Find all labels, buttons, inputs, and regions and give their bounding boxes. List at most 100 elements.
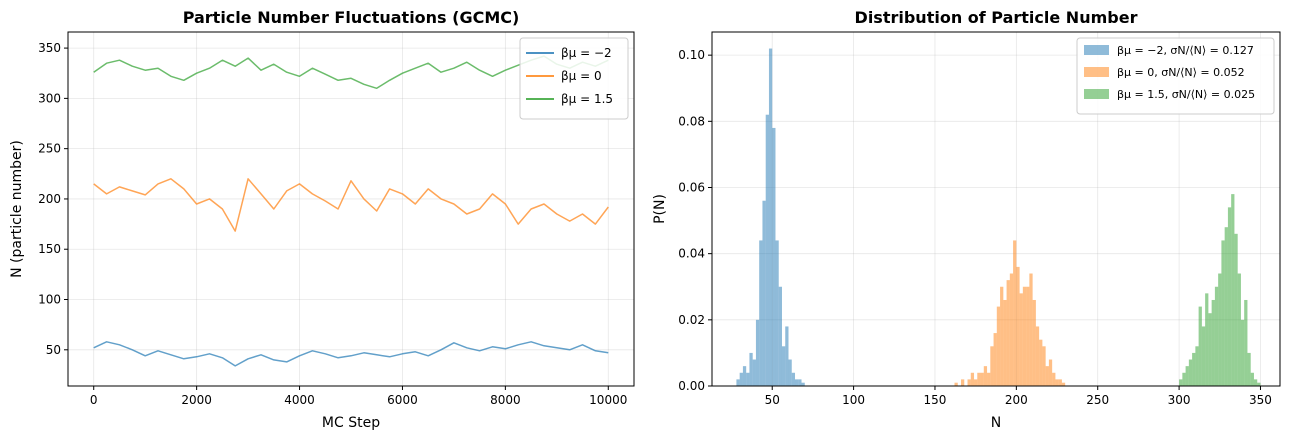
chart-title: Particle Number Fluctuations (GCMC): [183, 8, 520, 27]
histogram-bar: [736, 379, 740, 386]
histogram-bar: [1208, 313, 1212, 386]
legend-label: βμ = 0: [561, 69, 602, 83]
plot-area: [736, 48, 1261, 387]
x-tick-label: 10000: [589, 393, 627, 407]
legend: βμ = −2, σN/⟨N⟩ = 0.127 βμ = 0, σN/⟨N⟩ = …: [1076, 37, 1275, 115]
histogram-bar: [1188, 359, 1193, 386]
x-tick-label: 150: [924, 393, 947, 407]
histogram-bar: [781, 346, 786, 386]
histogram-panel: Distribution of Particle Number 50 100 150…: [652, 8, 1281, 431]
histogram-bar: [1000, 286, 1004, 386]
histogram-bar: [749, 352, 753, 386]
histogram-bar: [1029, 273, 1033, 386]
axes-frame: [67, 31, 635, 387]
y-tick-label: 150: [38, 242, 61, 256]
series-line: [93, 341, 609, 367]
histogram-bar: [791, 372, 796, 386]
histogram-bar: [990, 346, 994, 386]
x-tick-label: 350: [1249, 393, 1272, 407]
histogram-bar: [1185, 366, 1189, 386]
histogram-bar: [1019, 293, 1023, 386]
y-tick-label: 200: [38, 192, 61, 206]
y-tick-label: 0.08: [678, 114, 705, 128]
histogram-bar: [1234, 233, 1238, 386]
histogram-bar: [1016, 266, 1020, 386]
x-axis: 50 100 150 200 250 300 350: [765, 386, 1272, 407]
y-axis-label: N (particle number): [9, 140, 25, 278]
histogram-bar: [993, 333, 997, 386]
x-axis: 0 2000 4000 6000 8000 10000: [90, 386, 627, 407]
histogram-bar: [759, 240, 763, 386]
histogram-bar: [970, 372, 975, 386]
x-tick-label: 2000: [181, 393, 212, 407]
legend-box: [1076, 37, 1275, 115]
histogram-bar: [1179, 379, 1183, 386]
histogram-bar: [772, 127, 776, 386]
histogram-bar: [788, 359, 792, 386]
y-tick-label: 0.10: [678, 48, 705, 62]
y-tick-label: 350: [38, 41, 61, 55]
legend: βμ = −2 βμ = 0 βμ = 1.5: [519, 37, 629, 120]
histogram-bar: [801, 382, 805, 386]
histogram-bar: [1039, 339, 1043, 386]
legend-label: βμ = −2: [561, 46, 612, 60]
histogram-bar: [1247, 352, 1251, 386]
histogram-bar: [954, 382, 958, 386]
x-tick-label: 100: [842, 393, 865, 407]
histogram-bar: [778, 286, 782, 386]
histogram-bar: [1006, 280, 1010, 386]
y-tick-label: 0.00: [678, 379, 705, 393]
histogram-bar: [1009, 273, 1014, 386]
histogram-bar: [983, 366, 988, 386]
x-tick-label: 6000: [387, 393, 418, 407]
histogram-bar: [755, 319, 760, 386]
y-tick-label: 0.04: [678, 247, 705, 261]
histogram-bar: [1045, 366, 1049, 386]
histogram-bar: [795, 379, 799, 386]
histogram-bar: [1257, 382, 1261, 386]
histogram-bar: [1061, 382, 1066, 386]
x-tick-label: 300: [1168, 393, 1191, 407]
y-axis-label: P(N): [652, 194, 668, 224]
y-axis: 0.00 0.02 0.04 0.06 0.08 0.10: [678, 48, 712, 393]
axes-frame: [711, 31, 1281, 387]
histogram-bar: [742, 366, 747, 386]
histogram-bar: [1224, 227, 1228, 386]
histogram-bar: [1003, 299, 1007, 386]
legend-label: βμ = −2, σN/⟨N⟩ = 0.127: [1117, 44, 1254, 57]
histogram-bar: [1237, 273, 1241, 386]
histogram-bar: [739, 372, 743, 386]
x-axis-label: MC Step: [322, 415, 380, 431]
histogram-bar: [977, 372, 981, 386]
legend-swatch: [1084, 45, 1109, 55]
y-tick-label: 250: [38, 142, 61, 156]
histogram-bar: [1227, 207, 1232, 386]
histogram-bar: [996, 306, 1001, 386]
x-tick-label: 50: [765, 393, 780, 407]
histogram-bar: [746, 372, 750, 386]
series-line: [93, 178, 609, 232]
histogram-bar: [798, 379, 802, 386]
histogram-bar: [752, 359, 756, 386]
line-chart-panel: Particle Number Fluctuations (GCMC) 0 200…: [9, 8, 635, 431]
histogram-bar: [1218, 273, 1222, 386]
histogram-bar: [1058, 379, 1062, 386]
y-tick-label: 50: [46, 343, 61, 357]
histogram-bar: [967, 379, 971, 386]
histogram-bar: [1250, 372, 1254, 386]
histogram-bar: [1211, 299, 1215, 386]
histogram-bar: [1231, 194, 1235, 386]
histogram-bar: [1253, 379, 1258, 386]
histogram-bar: [765, 114, 769, 387]
histogram-bar: [1205, 293, 1209, 386]
histogram-bar: [1035, 326, 1040, 386]
y-axis: 50 100 150 200 250 300 350: [38, 41, 68, 357]
x-tick-label: 0: [90, 393, 98, 407]
histogram-bar: [1192, 352, 1196, 386]
legend-swatch: [1084, 89, 1109, 99]
x-axis-label: N: [991, 415, 1001, 431]
histogram-bar: [785, 326, 789, 386]
histogram-bar: [768, 48, 773, 386]
histogram-bar: [1214, 286, 1219, 386]
histogram-bar: [1013, 240, 1017, 386]
